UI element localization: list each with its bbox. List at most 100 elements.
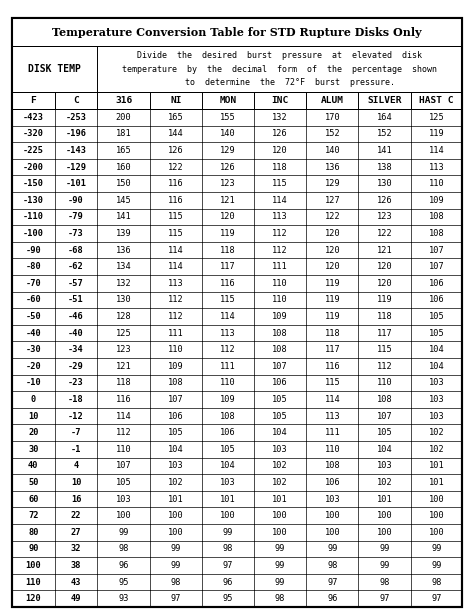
Text: 100: 100 bbox=[116, 511, 131, 520]
Text: 110: 110 bbox=[325, 445, 340, 454]
Text: 129: 129 bbox=[220, 146, 236, 155]
Text: 98: 98 bbox=[275, 594, 285, 603]
Text: 99: 99 bbox=[171, 561, 181, 570]
Text: 119: 119 bbox=[377, 296, 392, 304]
Text: 150: 150 bbox=[116, 179, 131, 188]
Text: 100: 100 bbox=[220, 511, 236, 520]
Text: 105: 105 bbox=[273, 412, 288, 420]
Text: 101: 101 bbox=[377, 494, 392, 504]
Text: F: F bbox=[30, 96, 36, 105]
Text: 104: 104 bbox=[428, 345, 444, 354]
Bar bbox=[12, 18, 462, 46]
Text: 110: 110 bbox=[273, 296, 288, 304]
Text: ALUM: ALUM bbox=[321, 96, 344, 105]
Text: 116: 116 bbox=[116, 395, 131, 404]
Text: 98: 98 bbox=[171, 578, 181, 586]
Text: 122: 122 bbox=[325, 212, 340, 222]
Text: 119: 119 bbox=[428, 129, 444, 138]
Text: 99: 99 bbox=[379, 545, 390, 553]
Text: -200: -200 bbox=[23, 163, 44, 171]
Text: 27: 27 bbox=[71, 528, 82, 537]
Text: 127: 127 bbox=[325, 196, 340, 205]
Text: 112: 112 bbox=[116, 428, 131, 437]
Text: -320: -320 bbox=[23, 129, 44, 138]
Text: 136: 136 bbox=[116, 245, 131, 255]
Text: 102: 102 bbox=[168, 478, 183, 487]
Text: -30: -30 bbox=[26, 345, 41, 354]
Text: -129: -129 bbox=[65, 163, 87, 171]
Text: -80: -80 bbox=[26, 262, 41, 271]
Text: 113: 113 bbox=[325, 412, 340, 420]
Text: C: C bbox=[73, 96, 79, 105]
Text: 22: 22 bbox=[71, 511, 82, 520]
Text: 104: 104 bbox=[377, 445, 392, 454]
Text: -29: -29 bbox=[68, 362, 84, 371]
Text: 114: 114 bbox=[168, 262, 183, 271]
Text: 110: 110 bbox=[273, 279, 288, 288]
Text: Temperature Conversion Table for STD Rupture Disks Only: Temperature Conversion Table for STD Rup… bbox=[52, 26, 422, 37]
Text: 120: 120 bbox=[325, 229, 340, 238]
Text: 130: 130 bbox=[116, 296, 131, 304]
Text: 120: 120 bbox=[325, 245, 340, 255]
Text: -143: -143 bbox=[65, 146, 87, 155]
Text: 108: 108 bbox=[273, 329, 288, 338]
Text: 110: 110 bbox=[116, 445, 131, 454]
Text: 116: 116 bbox=[168, 179, 183, 188]
Text: 107: 107 bbox=[273, 362, 288, 371]
Text: 105: 105 bbox=[168, 428, 183, 437]
Text: 103: 103 bbox=[168, 461, 183, 471]
Text: 108: 108 bbox=[377, 395, 392, 404]
Text: 114: 114 bbox=[116, 412, 131, 420]
Text: 101: 101 bbox=[428, 461, 444, 471]
Text: 99: 99 bbox=[275, 545, 285, 553]
Text: 152: 152 bbox=[377, 129, 392, 138]
Text: 114: 114 bbox=[168, 245, 183, 255]
Text: 99: 99 bbox=[223, 528, 233, 537]
Text: 123: 123 bbox=[377, 212, 392, 222]
Text: 99: 99 bbox=[431, 545, 442, 553]
Text: 145: 145 bbox=[116, 196, 131, 205]
Text: 105: 105 bbox=[377, 428, 392, 437]
Text: 111: 111 bbox=[325, 428, 340, 437]
Text: 118: 118 bbox=[220, 245, 236, 255]
Text: -51: -51 bbox=[68, 296, 84, 304]
Text: 100: 100 bbox=[168, 528, 183, 537]
Text: -18: -18 bbox=[68, 395, 84, 404]
Text: 103: 103 bbox=[428, 395, 444, 404]
Text: 120: 120 bbox=[273, 146, 288, 155]
Text: 109: 109 bbox=[428, 196, 444, 205]
Text: 103: 103 bbox=[220, 478, 236, 487]
Text: 122: 122 bbox=[377, 229, 392, 238]
Text: 109: 109 bbox=[168, 362, 183, 371]
Text: 110: 110 bbox=[377, 378, 392, 387]
Text: 316: 316 bbox=[115, 96, 132, 105]
Text: -1: -1 bbox=[71, 445, 82, 454]
Text: 115: 115 bbox=[168, 229, 183, 238]
Text: 170: 170 bbox=[325, 113, 340, 122]
Text: 119: 119 bbox=[325, 312, 340, 321]
Text: 114: 114 bbox=[428, 146, 444, 155]
Text: 106: 106 bbox=[428, 296, 444, 304]
Text: 108: 108 bbox=[428, 229, 444, 238]
Text: 16: 16 bbox=[71, 494, 82, 504]
Text: 104: 104 bbox=[428, 362, 444, 371]
Text: 117: 117 bbox=[220, 262, 236, 271]
Text: 113: 113 bbox=[273, 212, 288, 222]
Text: 0: 0 bbox=[31, 395, 36, 404]
Text: 120: 120 bbox=[377, 279, 392, 288]
Text: 105: 105 bbox=[428, 312, 444, 321]
Text: -79: -79 bbox=[68, 212, 84, 222]
Text: 10: 10 bbox=[28, 412, 38, 420]
Text: -20: -20 bbox=[26, 362, 41, 371]
Text: 100: 100 bbox=[428, 494, 444, 504]
Text: 109: 109 bbox=[273, 312, 288, 321]
Text: 20: 20 bbox=[28, 428, 38, 437]
Text: 100: 100 bbox=[26, 561, 41, 570]
Text: SILVER: SILVER bbox=[367, 96, 402, 105]
Text: 101: 101 bbox=[428, 478, 444, 487]
Text: 120: 120 bbox=[325, 262, 340, 271]
Text: 110: 110 bbox=[428, 179, 444, 188]
Text: 99: 99 bbox=[275, 578, 285, 586]
Text: 200: 200 bbox=[116, 113, 131, 122]
Text: -196: -196 bbox=[65, 129, 87, 138]
